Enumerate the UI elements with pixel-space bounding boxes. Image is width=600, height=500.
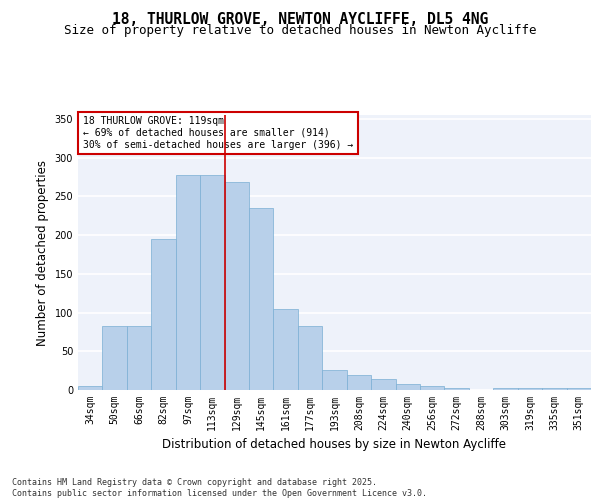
Y-axis label: Number of detached properties: Number of detached properties	[36, 160, 49, 346]
X-axis label: Distribution of detached houses by size in Newton Aycliffe: Distribution of detached houses by size …	[163, 438, 506, 452]
Bar	[151, 239, 176, 390]
Text: 18 THURLOW GROVE: 119sqm
← 69% of detached houses are smaller (914)
30% of semi-: 18 THURLOW GROVE: 119sqm ← 69% of detach…	[83, 116, 353, 150]
Bar	[371, 379, 395, 390]
Bar	[347, 376, 371, 390]
Bar	[103, 326, 127, 390]
Bar	[249, 208, 274, 390]
Bar	[322, 370, 347, 390]
Bar	[445, 388, 469, 390]
Bar	[395, 384, 420, 390]
Bar	[200, 174, 224, 390]
Text: Contains HM Land Registry data © Crown copyright and database right 2025.
Contai: Contains HM Land Registry data © Crown c…	[12, 478, 427, 498]
Text: Size of property relative to detached houses in Newton Aycliffe: Size of property relative to detached ho…	[64, 24, 536, 37]
Bar	[566, 388, 591, 390]
Bar	[420, 386, 445, 390]
Text: 18, THURLOW GROVE, NEWTON AYCLIFFE, DL5 4NG: 18, THURLOW GROVE, NEWTON AYCLIFFE, DL5 …	[112, 12, 488, 28]
Bar	[78, 386, 103, 390]
Bar	[298, 326, 322, 390]
Bar	[274, 310, 298, 390]
Bar	[493, 388, 518, 390]
Bar	[542, 388, 566, 390]
Bar	[127, 326, 151, 390]
Bar	[176, 174, 200, 390]
Bar	[518, 388, 542, 390]
Bar	[224, 182, 249, 390]
